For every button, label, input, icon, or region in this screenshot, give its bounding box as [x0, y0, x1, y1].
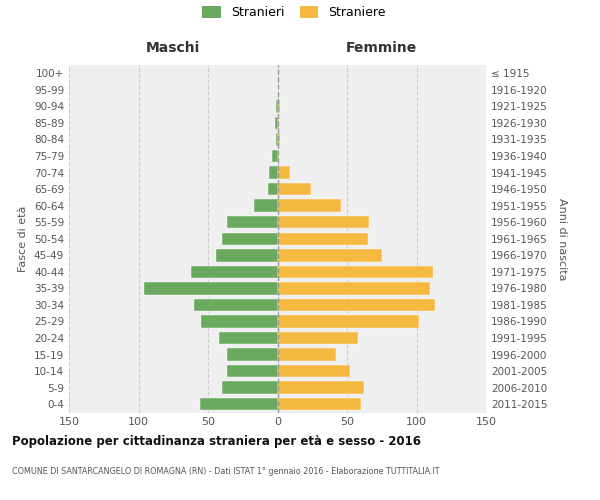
- Bar: [268, 183, 277, 196]
- Bar: [277, 134, 280, 145]
- Bar: [277, 332, 358, 344]
- Bar: [277, 166, 290, 179]
- Legend: Stranieri, Straniere: Stranieri, Straniere: [202, 6, 386, 20]
- Bar: [222, 232, 277, 245]
- Bar: [277, 266, 433, 278]
- Bar: [277, 200, 341, 212]
- Bar: [276, 100, 277, 112]
- Bar: [227, 365, 277, 378]
- Text: Maschi: Maschi: [146, 41, 200, 55]
- Bar: [277, 216, 369, 228]
- Bar: [276, 134, 277, 145]
- Bar: [277, 150, 279, 162]
- Bar: [144, 282, 277, 294]
- Bar: [277, 316, 419, 328]
- Bar: [269, 166, 277, 179]
- Y-axis label: Anni di nascita: Anni di nascita: [557, 198, 567, 280]
- Text: Popolazione per cittadinanza straniera per età e sesso - 2016: Popolazione per cittadinanza straniera p…: [12, 435, 421, 448]
- Bar: [277, 116, 279, 129]
- Bar: [272, 150, 277, 162]
- Bar: [277, 232, 368, 245]
- Bar: [277, 100, 280, 112]
- Y-axis label: Fasce di età: Fasce di età: [19, 206, 28, 272]
- Text: COMUNE DI SANTARCANGELO DI ROMAGNA (RN) - Dati ISTAT 1° gennaio 2016 - Elaborazi: COMUNE DI SANTARCANGELO DI ROMAGNA (RN) …: [12, 468, 439, 476]
- Bar: [200, 398, 277, 410]
- Bar: [277, 365, 350, 378]
- Bar: [277, 398, 361, 410]
- Bar: [254, 200, 277, 212]
- Bar: [222, 382, 277, 394]
- Bar: [227, 216, 277, 228]
- Bar: [217, 249, 277, 262]
- Bar: [277, 183, 311, 196]
- Bar: [191, 266, 277, 278]
- Bar: [275, 116, 277, 129]
- Bar: [227, 348, 277, 361]
- Text: Femmine: Femmine: [346, 41, 418, 55]
- Bar: [277, 282, 430, 294]
- Bar: [194, 298, 277, 311]
- Bar: [201, 316, 277, 328]
- Bar: [219, 332, 277, 344]
- Bar: [277, 298, 434, 311]
- Bar: [277, 382, 364, 394]
- Bar: [277, 249, 382, 262]
- Bar: [277, 348, 336, 361]
